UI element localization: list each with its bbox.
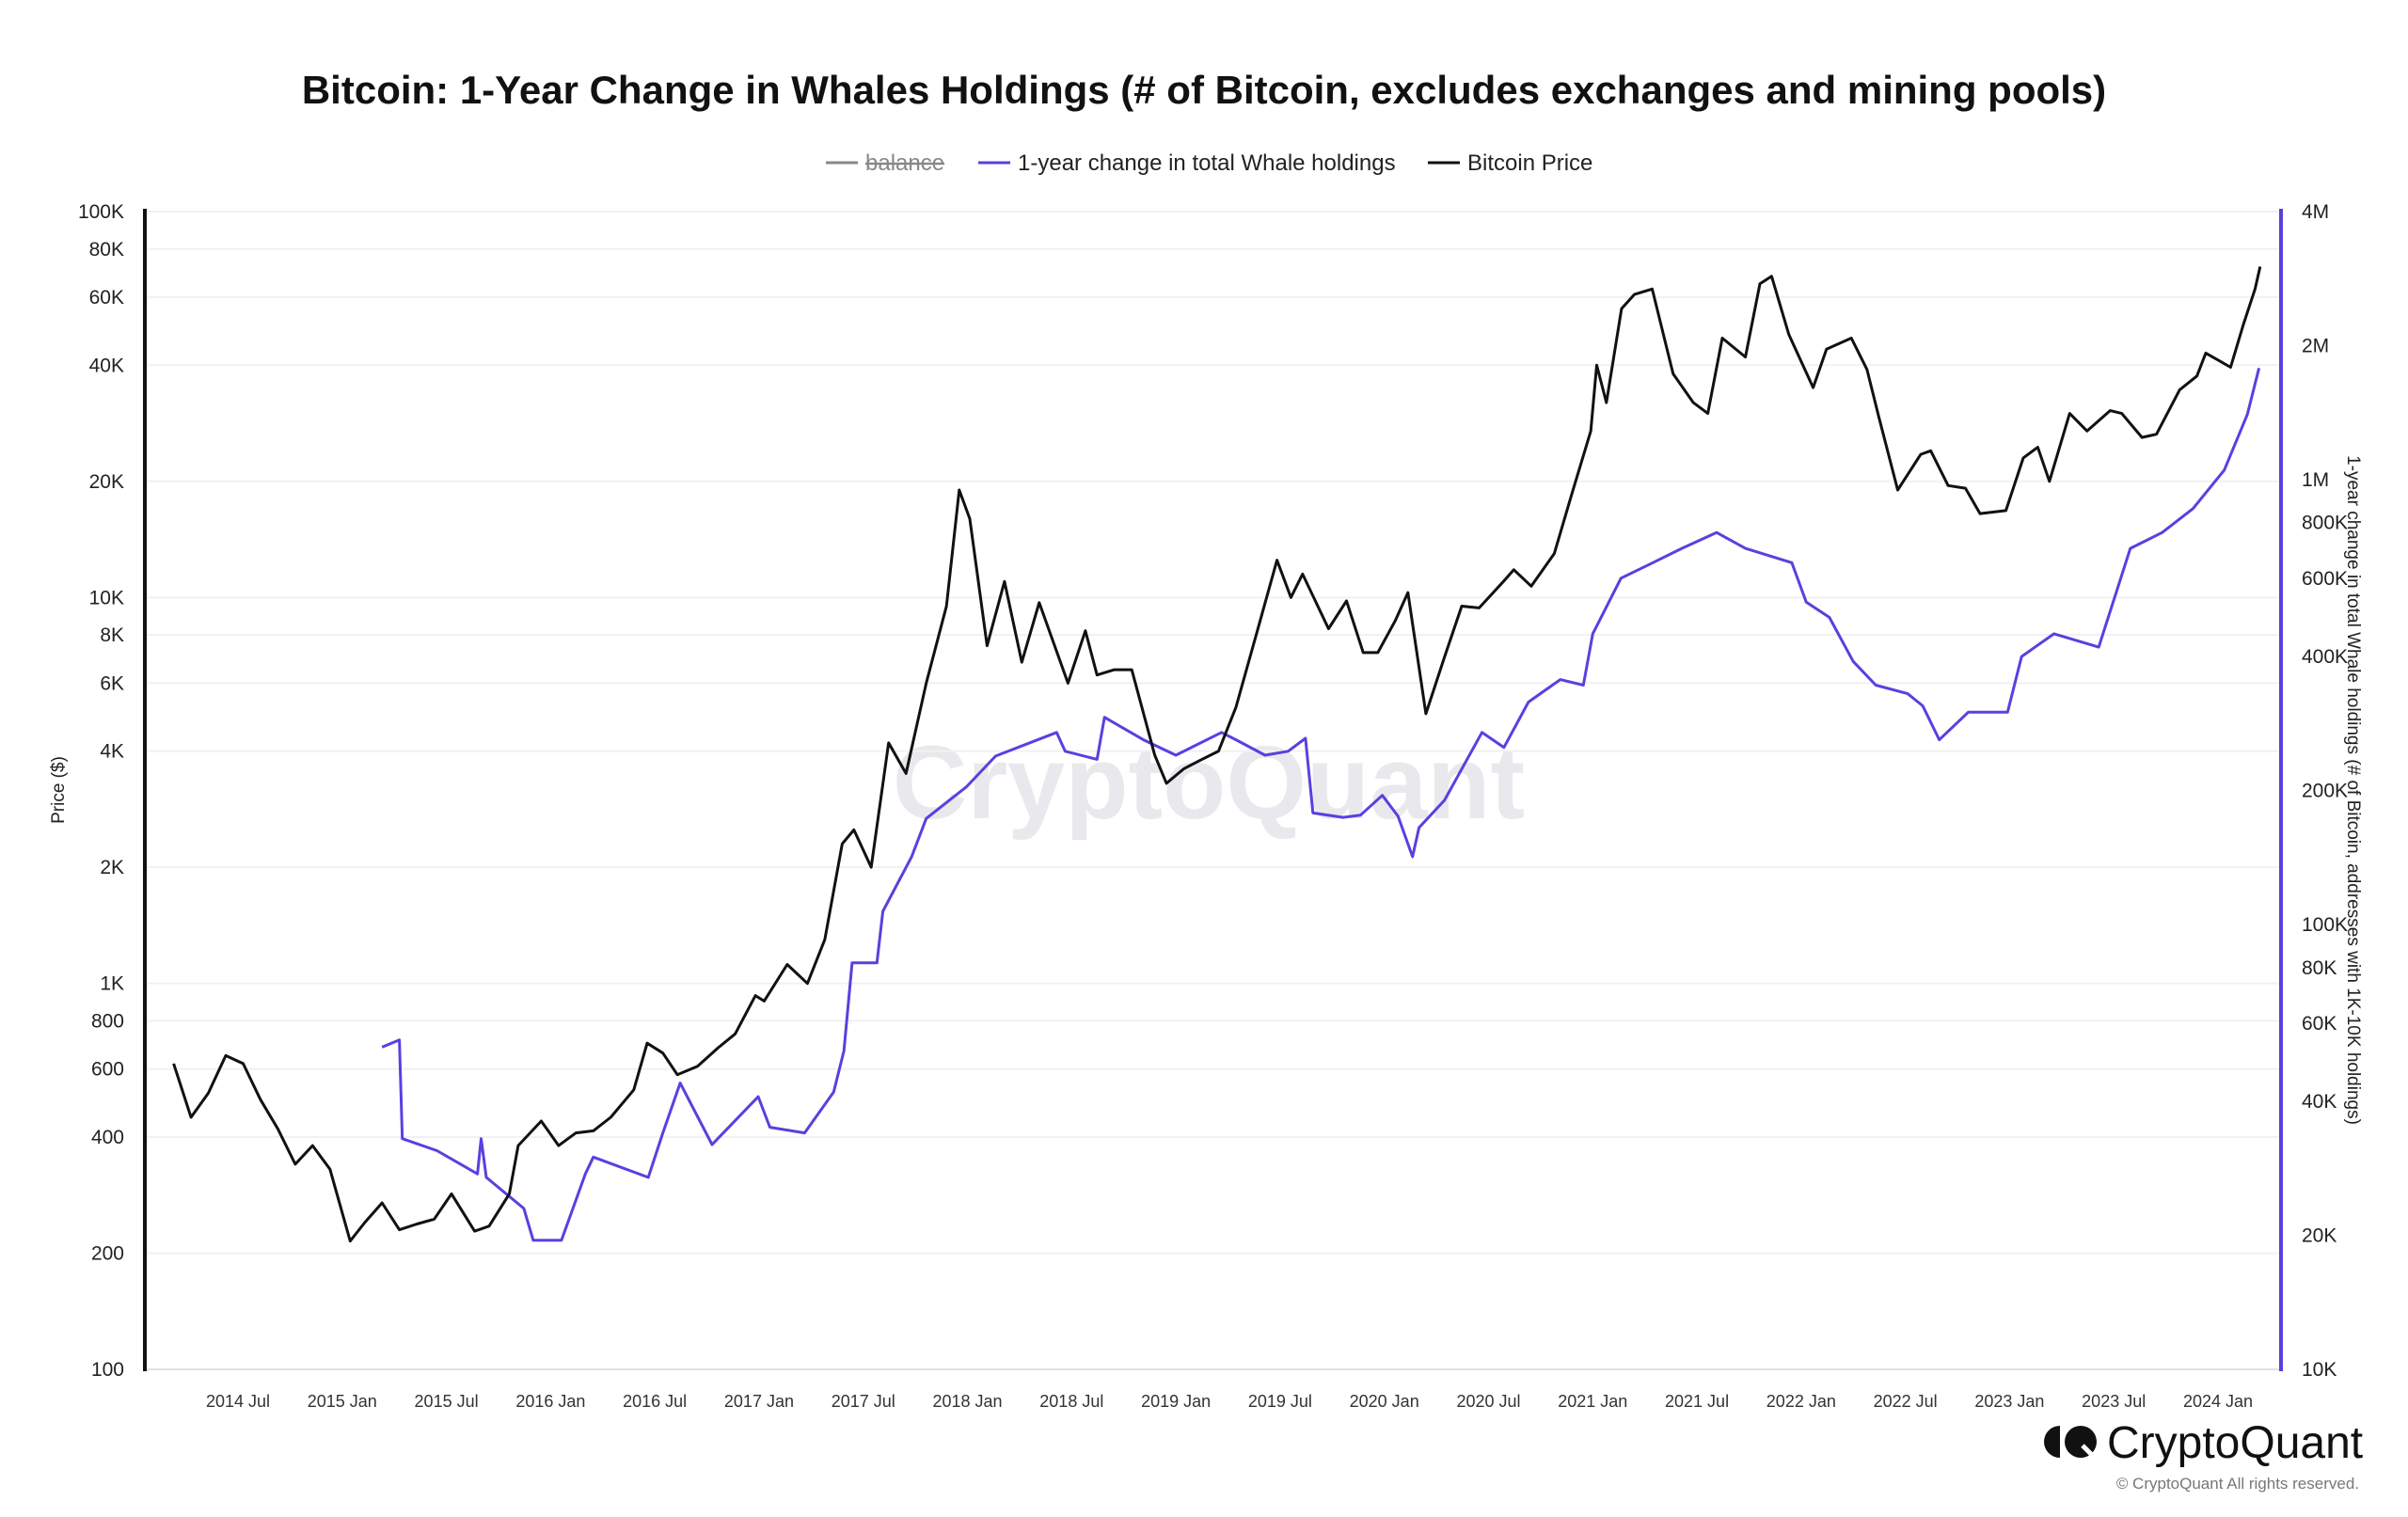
left-tick-label: 60K — [89, 287, 124, 308]
logo-text: CryptoQuant — [2107, 1418, 2363, 1468]
right-tick-label: 800K — [2302, 513, 2348, 534]
x-tick-label: 2014 Jul — [206, 1392, 270, 1411]
x-tick-label: 2019 Jan — [1141, 1392, 1211, 1411]
left-axis-title: Price ($) — [49, 756, 69, 824]
left-tick-label: 800 — [91, 1010, 124, 1032]
right-tick-label: 60K — [2302, 1013, 2337, 1035]
left-tick-label: 6K — [100, 672, 124, 694]
x-tick-label: 2015 Jan — [308, 1392, 377, 1411]
right-axis-ticks: 10K 20K 40K 60K 80K 100K 200K 400K 600K 800K 1M 2M 4… — [2302, 201, 2348, 1381]
x-tick-label: 2023 Jan — [1974, 1392, 2044, 1411]
legend-item-whale-change[interactable]: 1-year change in total Whale holdings — [978, 150, 1396, 176]
x-tick-label: 2022 Jul — [1874, 1392, 1938, 1411]
x-tick-label: 2020 Jan — [1350, 1392, 1419, 1411]
left-tick-label: 200 — [91, 1242, 124, 1264]
right-tick-label: 2M — [2302, 335, 2329, 356]
x-tick-label: 2023 Jul — [2082, 1392, 2146, 1411]
watermark: CryptoQuant — [893, 725, 1525, 841]
legend: balance 1-year change in total Whale hol… — [826, 150, 1592, 176]
x-tick-label: 2017 Jul — [832, 1392, 895, 1411]
right-tick-label: 100K — [2302, 914, 2348, 936]
left-tick-label: 10K — [89, 587, 124, 608]
left-tick-label: 8K — [100, 624, 124, 646]
x-axis-ticks: 2014 Jul 2015 Jan 2015 Jul 2016 Jan 2016 Jul… — [206, 1392, 2253, 1411]
left-tick-label: 4K — [100, 741, 124, 763]
right-tick-label: 1M — [2302, 469, 2329, 491]
x-tick-label: 2018 Jan — [932, 1392, 1002, 1411]
left-tick-label: 600 — [91, 1059, 124, 1081]
chart-title: Bitcoin: 1-Year Change in Whales Holding… — [302, 68, 2106, 112]
legend-label-whale-change: 1-year change in total Whale holdings — [1018, 150, 1396, 176]
right-tick-label: 40K — [2302, 1091, 2337, 1113]
right-tick-label: 200K — [2302, 781, 2348, 802]
left-tick-label: 400 — [91, 1127, 124, 1148]
x-tick-label: 2017 Jan — [724, 1392, 794, 1411]
right-tick-label: 600K — [2302, 568, 2348, 590]
x-tick-label: 2019 Jul — [1248, 1392, 1312, 1411]
logo-mark-icon — [2044, 1426, 2097, 1458]
x-tick-label: 2021 Jul — [1665, 1392, 1729, 1411]
x-tick-label: 2020 Jul — [1456, 1392, 1520, 1411]
right-tick-label: 20K — [2302, 1225, 2337, 1247]
left-tick-label: 100K — [78, 201, 124, 223]
right-tick-label: 400K — [2302, 646, 2348, 668]
right-tick-label: 80K — [2302, 957, 2337, 979]
x-tick-label: 2018 Jul — [1039, 1392, 1103, 1411]
x-tick-label: 2016 Jul — [623, 1392, 687, 1411]
left-axis-ticks: 100 200 400 600 800 1K 2K 4K 6K 8K 10K 20K 40K 60K 80K… — [78, 201, 124, 1381]
left-tick-label: 40K — [89, 355, 124, 376]
right-tick-label: 4M — [2302, 201, 2329, 223]
left-tick-label: 80K — [89, 239, 124, 261]
left-tick-label: 1K — [100, 973, 124, 995]
legend-item-bitcoin-price[interactable]: Bitcoin Price — [1428, 150, 1592, 176]
legend-label-bitcoin-price: Bitcoin Price — [1467, 150, 1592, 176]
left-tick-label: 100 — [91, 1359, 124, 1381]
gridlines — [145, 211, 2281, 1370]
series-layer — [172, 266, 2262, 1243]
copyright: © CryptoQuant All rights reserved. — [2116, 1475, 2359, 1493]
legend-item-balance[interactable]: balance — [826, 150, 944, 176]
x-tick-label: 2016 Jan — [515, 1392, 585, 1411]
left-tick-label: 2K — [100, 857, 124, 878]
x-tick-label: 2021 Jan — [1558, 1392, 1627, 1411]
right-tick-label: 10K — [2302, 1359, 2337, 1381]
left-tick-label: 20K — [89, 471, 124, 493]
x-tick-label: 2024 Jan — [2183, 1392, 2253, 1411]
cryptoquant-logo: CryptoQuant — [2044, 1418, 2363, 1468]
x-tick-label: 2015 Jul — [415, 1392, 479, 1411]
x-tick-label: 2022 Jan — [1766, 1392, 1836, 1411]
legend-label-balance: balance — [865, 150, 944, 176]
right-axis-title: 1-year change in total Whale holdings (#… — [2343, 455, 2363, 1125]
